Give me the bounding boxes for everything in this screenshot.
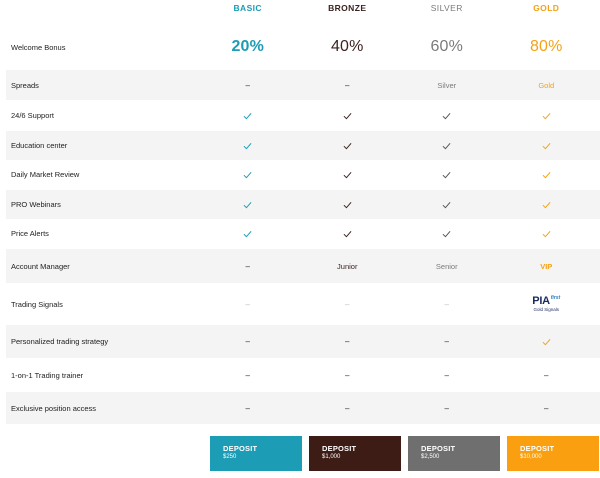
check-icon (198, 112, 298, 120)
row-label: Daily Market Review (11, 170, 80, 179)
row-label: Spreads (11, 80, 39, 90)
row-exclusive: Exclusive position access – – – – (6, 392, 600, 424)
deposit-amount: $2,500 (421, 454, 440, 460)
trainer-bronze: – (345, 370, 350, 380)
row-support: 24/6 Support (6, 101, 600, 130)
deposit-button-basic[interactable]: DEPOSIT $250 (210, 436, 302, 471)
check-icon (497, 171, 597, 179)
check-icon (397, 112, 497, 120)
strategy-basic: – (245, 337, 250, 346)
manager-basic: – (245, 261, 250, 271)
row-market-review: Daily Market Review (6, 160, 600, 189)
bonus-silver: 60% (430, 38, 464, 55)
plan-header-gold: GOLD (533, 3, 560, 13)
plan-header-bronze: BRONZE (328, 3, 367, 13)
row-trading-signals: Trading Signals – – – PIA first Gold Sig… (6, 284, 600, 324)
trainer-basic: – (245, 370, 250, 380)
spreads-gold: Gold (538, 80, 555, 90)
spreads-silver: Silver (437, 80, 457, 90)
row-label: Trading Signals (11, 299, 63, 309)
manager-gold: VIP (540, 261, 553, 271)
row-education: Education center (6, 131, 600, 160)
trainer-silver: – (444, 370, 449, 380)
deposit-button-gold[interactable]: DEPOSIT $10,000 (507, 436, 599, 471)
check-icon (298, 142, 398, 150)
signals-gold: PIA first Gold Signals (497, 294, 597, 313)
row-trainer: 1-on-1 Trading trainer – – – – (6, 359, 600, 391)
row-label: Account Manager (11, 261, 70, 271)
check-icon (198, 171, 298, 179)
check-icon (497, 338, 597, 346)
exclusive-silver: – (444, 403, 449, 413)
check-icon (298, 230, 398, 238)
strategy-bronze: – (345, 337, 350, 346)
check-icon (198, 201, 298, 209)
check-icon (198, 142, 298, 150)
plan-header-silver: SILVER (430, 3, 463, 13)
check-icon (397, 171, 497, 179)
pia-first-logo: PIA first Gold Signals (532, 294, 561, 313)
check-icon (198, 230, 298, 238)
row-label: Education center (11, 141, 68, 150)
deposit-amount: $250 (223, 454, 237, 460)
plan-header-basic: BASIC (233, 3, 262, 13)
deposit-button-bronze[interactable]: DEPOSIT $1,000 (309, 436, 401, 471)
row-label: Price Alerts (11, 229, 49, 238)
row-strategy: Personalized trading strategy – – – (6, 325, 600, 358)
row-welcome-bonus: Welcome Bonus 20% 40% 60% 80% (6, 25, 600, 69)
header-row: BASIC BRONZE SILVER GOLD (6, 0, 600, 16)
manager-bronze: Junior (337, 261, 358, 271)
pia-logo-first: first (550, 294, 561, 301)
bonus-basic: 20% (231, 38, 265, 55)
check-icon (397, 230, 497, 238)
signals-bronze: – (345, 299, 350, 309)
check-icon (298, 171, 398, 179)
pia-logo-sub: Gold Signals (533, 306, 559, 312)
deposit-amount: $10,000 (520, 454, 542, 460)
row-label: Personalized trading strategy (11, 337, 109, 346)
spreads-bronze: – (345, 80, 350, 90)
row-label: 1-on-1 Trading trainer (11, 370, 84, 380)
deposit-amount: $1,000 (322, 454, 341, 460)
row-spreads: Spreads – – Silver Gold (6, 70, 600, 100)
deposit-label: DEPOSIT (322, 444, 357, 453)
check-icon (298, 112, 398, 120)
row-label: PRO Webinars (11, 200, 61, 209)
deposit-label: DEPOSIT (223, 444, 258, 453)
check-icon (397, 201, 497, 209)
strategy-silver: – (444, 337, 449, 346)
signals-silver: – (444, 299, 449, 309)
deposit-button-silver[interactable]: DEPOSIT $2,500 (408, 436, 500, 471)
bonus-gold: 80% (529, 38, 563, 55)
row-webinars: PRO Webinars (6, 190, 600, 219)
exclusive-gold: – (544, 403, 549, 413)
signals-basic: – (245, 299, 250, 309)
deposit-label: DEPOSIT (520, 444, 555, 453)
row-label: 24/6 Support (11, 111, 54, 120)
exclusive-basic: – (245, 403, 250, 413)
spreads-basic: – (245, 80, 250, 90)
pia-logo-main: PIA (532, 294, 550, 307)
trainer-gold: – (544, 370, 549, 380)
deposit-label: DEPOSIT (421, 444, 456, 453)
check-icon (497, 142, 597, 150)
check-icon (497, 201, 597, 209)
check-icon (497, 112, 597, 120)
check-icon (298, 201, 398, 209)
check-icon (497, 230, 597, 238)
row-label: Welcome Bonus (11, 42, 66, 52)
row-account-manager: Account Manager – Junior Senior VIP (6, 249, 600, 283)
check-icon (397, 142, 497, 150)
bonus-bronze: 40% (330, 38, 364, 55)
row-price-alerts: Price Alerts (6, 219, 600, 248)
manager-silver: Senior (435, 261, 458, 271)
row-label: Exclusive position access (11, 403, 97, 413)
exclusive-bronze: – (345, 403, 350, 413)
